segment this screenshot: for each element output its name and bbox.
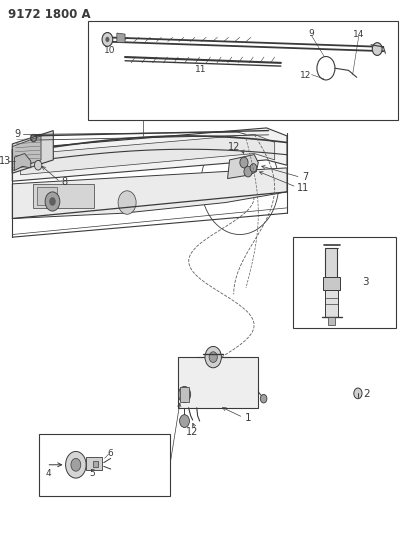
Polygon shape (12, 136, 41, 171)
Text: 9: 9 (308, 29, 314, 37)
Text: 2: 2 (363, 390, 369, 399)
Text: 7: 7 (301, 172, 308, 182)
Text: 4: 4 (45, 469, 51, 478)
Circle shape (34, 160, 42, 170)
Circle shape (49, 197, 56, 206)
Bar (324, 248, 337, 280)
Bar (292, 237, 395, 328)
Text: 6: 6 (107, 449, 112, 457)
Polygon shape (12, 131, 53, 173)
Text: 12: 12 (228, 142, 240, 151)
Bar (86, 457, 102, 470)
Circle shape (260, 394, 266, 403)
Polygon shape (227, 155, 258, 179)
Circle shape (353, 388, 361, 399)
Text: 14: 14 (352, 30, 364, 39)
Circle shape (65, 451, 86, 478)
Circle shape (209, 352, 217, 362)
Text: 9172 1800 A: 9172 1800 A (8, 8, 91, 21)
Bar (324, 290, 337, 317)
Polygon shape (117, 33, 125, 43)
Bar (93, 461, 98, 467)
Circle shape (243, 166, 252, 177)
Circle shape (204, 346, 221, 368)
Circle shape (249, 164, 256, 172)
Bar (33, 189, 74, 213)
Text: 3: 3 (361, 278, 368, 287)
Text: 13: 13 (0, 157, 11, 166)
Polygon shape (20, 134, 274, 175)
Polygon shape (12, 128, 286, 181)
Polygon shape (14, 154, 31, 171)
Text: 11: 11 (296, 183, 308, 192)
Bar (178, 357, 258, 408)
Text: 12: 12 (185, 427, 198, 437)
Bar (37, 187, 57, 205)
Circle shape (45, 192, 60, 211)
Polygon shape (12, 168, 286, 219)
Bar (179, 387, 189, 402)
Circle shape (371, 43, 381, 55)
Bar (88, 21, 397, 120)
Circle shape (118, 191, 136, 214)
Circle shape (178, 386, 190, 402)
Text: 9: 9 (15, 130, 20, 139)
Text: 1: 1 (244, 414, 251, 423)
Bar (33, 184, 94, 208)
Text: 5: 5 (89, 469, 95, 478)
Bar (39, 434, 170, 496)
Circle shape (239, 157, 247, 168)
Text: 12: 12 (299, 71, 310, 80)
Text: 10: 10 (104, 46, 115, 55)
Circle shape (179, 415, 189, 427)
Circle shape (71, 458, 81, 471)
Circle shape (105, 37, 109, 42)
Text: 8: 8 (62, 177, 67, 187)
Text: 11: 11 (195, 65, 206, 74)
Bar (322, 277, 339, 290)
Bar (327, 317, 334, 325)
Circle shape (102, 33, 112, 46)
